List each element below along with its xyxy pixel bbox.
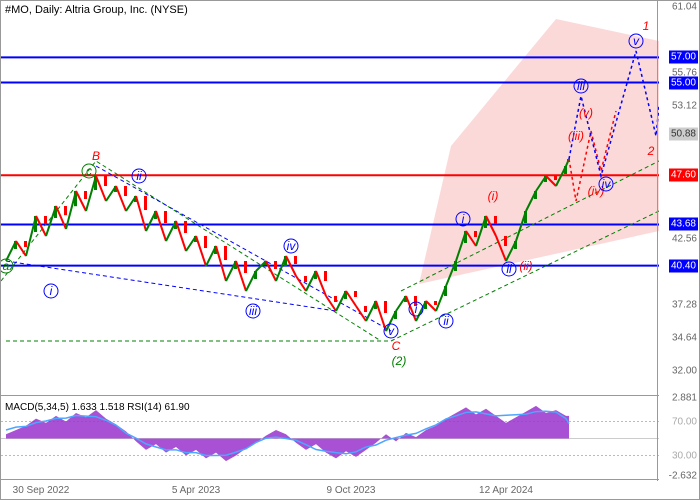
x-tick: 5 Apr 2023 (172, 485, 220, 496)
time-x-axis: 30 Sep 2022 5 Apr 2023 9 Oct 2023 12 Apr 20… (1, 479, 659, 499)
svg-text:C: C (392, 339, 401, 353)
svg-text:iv: iv (602, 177, 612, 191)
current-price-label: 50.88 (669, 128, 698, 141)
svg-text:(iii): (iii) (568, 129, 584, 143)
ind-y-tick: -2.632 (669, 470, 697, 481)
hline-label: 47.60 (669, 169, 698, 182)
main-chart-svg: BcC(2)iiiiiiivvaiiiiii(i)(ii)(iii)(iv)(v… (1, 1, 659, 396)
svg-text:i: i (415, 302, 418, 316)
svg-text:i: i (462, 212, 465, 226)
svg-text:a: a (3, 259, 10, 273)
svg-text:(2): (2) (392, 354, 407, 368)
svg-text:(v): (v) (579, 106, 593, 120)
x-tick: 9 Oct 2023 (327, 485, 376, 496)
rsi-tick: 70.00 (672, 416, 697, 427)
svg-text:ii: ii (506, 262, 512, 276)
svg-text:1: 1 (643, 19, 650, 33)
indicator-label: MACD(5,34,5) 1.633 1.518 RSI(14) 61.90 (5, 402, 190, 413)
svg-text:(i): (i) (488, 189, 499, 203)
x-tick: 30 Sep 2022 (13, 485, 70, 496)
y-tick: 34.64 (672, 332, 697, 343)
main-chart-area: BcC(2)iiiiiiivvaiiiiii(i)(ii)(iii)(iv)(v… (1, 1, 659, 396)
y-tick: 53.12 (672, 101, 697, 112)
hline-label: 43.68 (669, 218, 698, 231)
svg-text:v: v (388, 324, 395, 338)
svg-text:iii: iii (577, 79, 585, 93)
svg-text:iii: iii (249, 304, 257, 318)
svg-text:iv: iv (287, 239, 297, 253)
x-tick: 12 Apr 2024 (479, 485, 533, 496)
ind-y-tick: 2.881 (672, 392, 697, 403)
svg-text:ii: ii (136, 169, 142, 183)
rsi-tick: 30.00 (672, 450, 697, 461)
y-tick: 32.00 (672, 365, 697, 376)
svg-text:v: v (633, 34, 640, 48)
y-tick: 42.56 (672, 233, 697, 244)
svg-text:c: c (86, 164, 92, 178)
hline-label: 57.00 (669, 51, 698, 64)
svg-text:i: i (50, 284, 53, 298)
y-tick: 37.28 (672, 299, 697, 310)
y-tick: 61.04 (672, 1, 697, 12)
svg-text:(ii): (ii) (519, 259, 532, 273)
indicator-y-axis: 2.881-2.63270.0030.00 (657, 396, 699, 481)
chart-container: #MO, Daily: Altria Group, Inc. (NYSE) Bc… (0, 0, 700, 500)
hline-label: 40.40 (669, 259, 698, 272)
svg-text:ii: ii (443, 314, 449, 328)
hline-label: 55.00 (669, 76, 698, 89)
price-y-axis: 61.0455.7653.1247.6042.5640.4037.2834.64… (657, 1, 699, 396)
svg-text:2: 2 (647, 144, 655, 158)
svg-text:B: B (92, 149, 100, 163)
